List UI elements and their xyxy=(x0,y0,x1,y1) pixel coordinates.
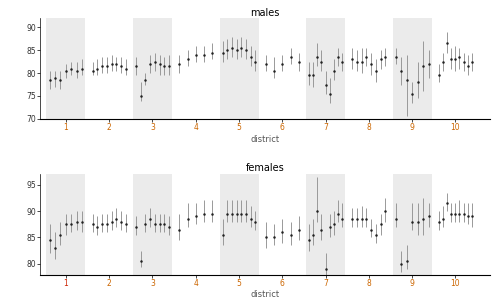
Bar xyxy=(306,174,345,274)
Bar xyxy=(220,18,258,119)
X-axis label: district: district xyxy=(250,135,280,144)
X-axis label: district: district xyxy=(250,290,280,300)
Bar xyxy=(46,18,86,119)
Bar xyxy=(46,174,86,274)
Bar xyxy=(133,174,172,274)
Bar xyxy=(133,18,172,119)
Title: males: males xyxy=(250,8,280,17)
Bar xyxy=(306,18,345,119)
Bar xyxy=(392,174,432,274)
Bar xyxy=(392,18,432,119)
Title: females: females xyxy=(246,163,284,173)
Bar xyxy=(220,174,258,274)
